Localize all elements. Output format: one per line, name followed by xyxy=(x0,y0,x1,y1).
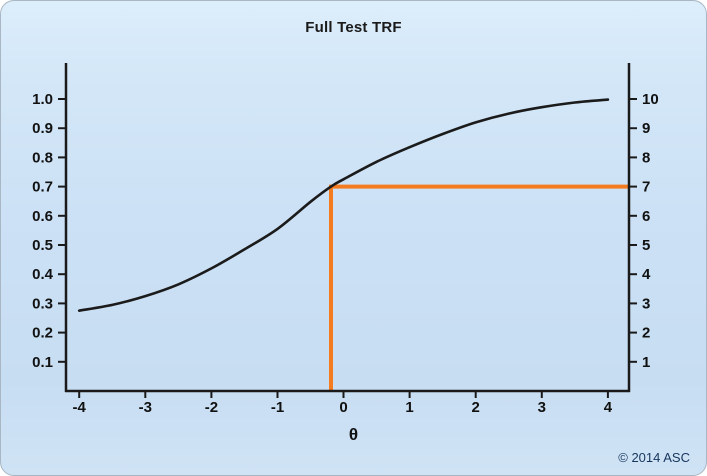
x-tick-label: 0 xyxy=(339,399,347,416)
x-tick-label: -3 xyxy=(139,399,152,416)
left-y-tick-label: 0.3 xyxy=(32,295,53,312)
left-y-tick-label: 0.1 xyxy=(32,354,53,371)
x-tick-label: 2 xyxy=(472,399,480,416)
left-y-tick-label: 0.8 xyxy=(32,149,53,166)
threshold-crosshair-line xyxy=(329,184,629,391)
left-y-tick-label: 0.2 xyxy=(32,325,53,342)
right-y-tick-label: 3 xyxy=(642,295,650,312)
left-y-tick-label: 1.0 xyxy=(32,91,53,108)
x-tick-label: -2 xyxy=(205,399,218,416)
x-tick-label: -1 xyxy=(271,399,284,416)
x-axis-label: θ xyxy=(348,425,359,444)
left-y-tick-label: 0.7 xyxy=(32,179,53,196)
x-tick-label: -4 xyxy=(73,399,87,416)
x-tick-label: 4 xyxy=(604,399,613,416)
x-tick-label: 1 xyxy=(405,399,413,416)
x-tick-label: 3 xyxy=(538,399,546,416)
chart-title: Full Test TRF xyxy=(305,19,402,36)
right-y-tick-label: 8 xyxy=(642,149,650,166)
right-y-tick-label: 2 xyxy=(642,325,650,342)
right-y-tick-label: 6 xyxy=(642,208,650,225)
left-y-tick-label: 0.9 xyxy=(32,120,53,137)
right-y-tick-label: 7 xyxy=(642,179,650,196)
right-y-tick-label: 9 xyxy=(642,120,650,137)
right-y-tick-label: 5 xyxy=(642,237,650,254)
trf-curve xyxy=(77,98,610,312)
right-y-tick-label: 1 xyxy=(642,354,650,371)
left-y-tick-label: 0.5 xyxy=(32,237,53,254)
left-y-tick-label: 0.4 xyxy=(32,266,54,283)
right-y-tick-label: 10 xyxy=(642,91,659,108)
left-y-tick-label: 0.6 xyxy=(32,208,53,225)
copyright-text: © 2014 ASC xyxy=(618,450,690,465)
right-y-tick-label: 4 xyxy=(642,266,651,283)
